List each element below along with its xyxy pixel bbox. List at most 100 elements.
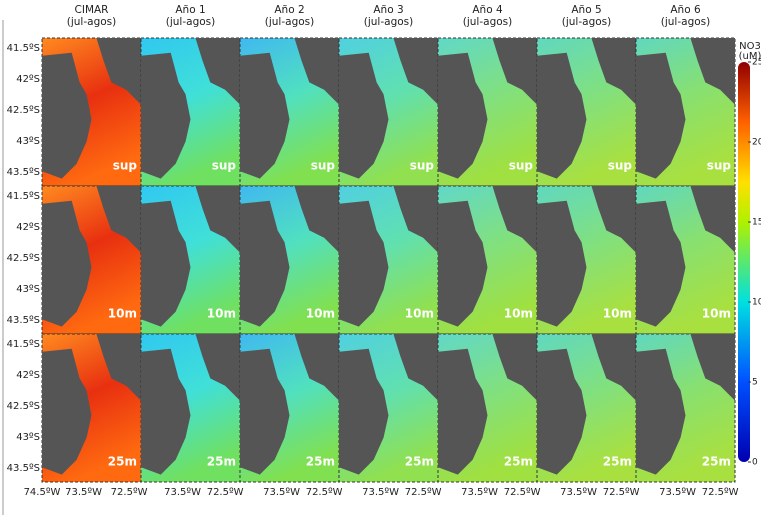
land	[195, 334, 240, 401]
land	[690, 38, 735, 105]
depth-label: 10m	[108, 307, 137, 321]
column-subtitle: (jul-agos)	[67, 16, 116, 28]
lon-label: 73.5ºW	[65, 487, 102, 498]
land	[393, 186, 438, 253]
depth-label: sup	[509, 159, 534, 173]
land	[690, 334, 735, 401]
land	[393, 38, 438, 105]
depth-label: 10m	[603, 307, 632, 321]
colorbar-tick-label: 5	[752, 378, 758, 388]
lon-label: 72.5ºW	[306, 487, 343, 498]
lat-label: 41.5ºS	[7, 339, 40, 350]
lon-label: 73.5ºW	[560, 487, 597, 498]
land	[96, 38, 141, 105]
land	[294, 186, 339, 253]
depth-label: 10m	[702, 307, 731, 321]
land	[636, 52, 686, 179]
column-subtitle: (jul-agos)	[166, 16, 215, 28]
land	[438, 348, 488, 475]
land	[591, 334, 636, 401]
lat-label: 42.5ºS	[7, 401, 40, 412]
column-subtitle: (jul-agos)	[562, 16, 611, 28]
land	[96, 334, 141, 401]
lon-label: 73.5ºW	[659, 487, 696, 498]
column-title: Año 4	[472, 4, 503, 16]
land	[42, 200, 92, 327]
depth-label: sup	[311, 159, 336, 173]
depth-label: sup	[410, 159, 435, 173]
land	[240, 200, 290, 327]
depth-label: 10m	[207, 307, 236, 321]
colorbar-tick-label: 20	[752, 138, 761, 148]
lat-label: 43ºS	[16, 136, 40, 147]
lon-label: 72.5ºW	[603, 487, 640, 498]
depth-label: 25m	[405, 455, 434, 469]
lat-label: 42.5ºS	[7, 253, 40, 264]
colorbar-tick-label: 25	[752, 58, 761, 68]
lon-label: 72.5ºW	[207, 487, 244, 498]
depth-label: sup	[608, 159, 633, 173]
lat-label: 42ºS	[16, 222, 40, 233]
land	[294, 38, 339, 105]
lon-label: 72.5ºW	[111, 487, 148, 498]
lat-label: 43ºS	[16, 284, 40, 295]
land	[240, 348, 290, 475]
land	[339, 348, 389, 475]
lon-label: 73.5ºW	[164, 487, 201, 498]
column-title: CIMAR	[75, 4, 109, 16]
depth-label: sup	[113, 159, 138, 173]
land	[591, 186, 636, 253]
lon-label: 72.5ºW	[405, 487, 442, 498]
land	[492, 334, 537, 401]
land	[141, 52, 191, 179]
land	[195, 186, 240, 253]
depth-label: 25m	[603, 455, 632, 469]
depth-label: 25m	[108, 455, 137, 469]
depth-label: 10m	[405, 307, 434, 321]
lon-label: 74.5ºW	[24, 487, 61, 498]
lat-label: 43.5ºS	[7, 315, 40, 326]
column-subtitle: (jul-agos)	[463, 16, 512, 28]
land	[438, 52, 488, 179]
land	[393, 334, 438, 401]
colorbar-tick-label: 15	[752, 218, 761, 228]
lon-label: 73.5ºW	[362, 487, 399, 498]
lat-label: 42.5ºS	[7, 105, 40, 116]
column-subtitle: (jul-agos)	[661, 16, 710, 28]
lat-label: 42ºS	[16, 370, 40, 381]
lat-label: 41.5ºS	[7, 43, 40, 54]
lat-label: 43.5ºS	[7, 463, 40, 474]
land	[195, 38, 240, 105]
land	[636, 348, 686, 475]
lon-label: 72.5ºW	[504, 487, 541, 498]
land	[537, 348, 587, 475]
land	[591, 38, 636, 105]
land	[492, 38, 537, 105]
land	[141, 200, 191, 327]
land	[636, 200, 686, 327]
column-subtitle: (jul-agos)	[265, 16, 314, 28]
land	[42, 348, 92, 475]
lat-label: 43ºS	[16, 432, 40, 443]
colorbar-label: NO3	[739, 41, 761, 52]
land	[141, 348, 191, 475]
lon-label: 73.5ºW	[461, 487, 498, 498]
depth-label: 10m	[504, 307, 533, 321]
land	[240, 52, 290, 179]
depth-label: sup	[707, 159, 732, 173]
colorbar-tick-label: 10	[752, 298, 761, 308]
land	[438, 200, 488, 327]
colorbar-unit: (uM)	[739, 51, 761, 62]
column-subtitle: (jul-agos)	[364, 16, 413, 28]
depth-label: 25m	[207, 455, 236, 469]
column-title: Año 6	[670, 4, 701, 16]
column-title: Año 2	[274, 4, 304, 16]
land	[690, 186, 735, 253]
depth-label: 10m	[306, 307, 335, 321]
land	[339, 52, 389, 179]
depth-label: 25m	[504, 455, 533, 469]
column-title: Año 3	[373, 4, 403, 16]
depth-label: 25m	[702, 455, 731, 469]
lon-label: 73.5ºW	[263, 487, 300, 498]
colorbar-tick-label: 0	[752, 458, 758, 468]
